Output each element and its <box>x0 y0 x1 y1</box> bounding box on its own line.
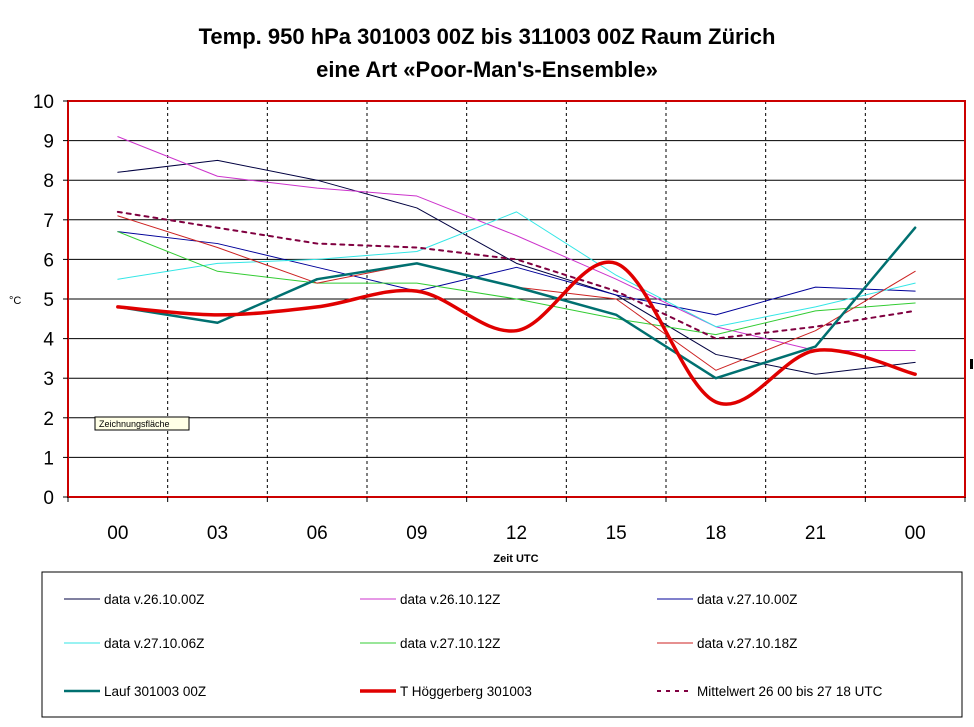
legend-label: T Höggerberg 301003 <box>400 684 532 699</box>
x-tick-label: 09 <box>406 523 427 544</box>
y-tick-label: 8 <box>43 171 54 192</box>
y-tick-label: 10 <box>33 92 54 113</box>
series-line-4[interactable] <box>117 231 916 336</box>
series-line-2[interactable] <box>117 231 916 316</box>
y-tick-label: 1 <box>43 448 54 469</box>
legend-box[interactable] <box>41 571 963 718</box>
y-tick-label: 7 <box>43 211 54 232</box>
x-tick-label: 12 <box>506 523 527 544</box>
x-tick-labels: 00 03 06 09 12 15 18 21 00 <box>67 497 966 544</box>
x-tick-label: 03 <box>207 523 228 544</box>
y-tick-label: 6 <box>43 250 54 271</box>
x-tick-label: 15 <box>606 523 627 544</box>
legend: data v.26.10.00Z data v.26.10.12Z data v.2… <box>64 592 883 699</box>
legend-label: data v.26.10.00Z <box>104 592 204 607</box>
plot-area-tooltip: Zeichnungsfläche <box>94 416 190 431</box>
y-axis-label: °C <box>9 295 21 307</box>
legend-label: data v.27.10.18Z <box>697 636 797 651</box>
series-line-3[interactable] <box>117 211 916 328</box>
series-line-1[interactable] <box>117 136 916 351</box>
legend-label: data v.27.10.06Z <box>104 636 204 651</box>
chart-title: Temp. 950 hPa 301003 00Z bis 311003 00Z … <box>199 24 776 49</box>
x-axis-label: Zeit UTC <box>493 553 538 565</box>
series-line-6[interactable] <box>116 226 917 380</box>
edge-marker <box>970 359 973 369</box>
x-tick-label: 18 <box>705 523 726 544</box>
y-tick-label: 5 <box>43 290 54 311</box>
y-tick-label: 3 <box>43 369 54 390</box>
plot-area-tooltip-text: Zeichnungsfläche <box>99 419 170 429</box>
y-tick-label: 2 <box>43 409 54 430</box>
series-line-7[interactable] <box>116 260 917 406</box>
chart-subtitle: eine Art «Poor-Man's-Ensemble» <box>316 57 658 82</box>
series-line-8[interactable] <box>116 210 917 340</box>
x-tick-label: 06 <box>307 523 328 544</box>
y-tick-labels: 0 1 2 3 4 5 6 7 8 9 10 <box>33 92 68 509</box>
series-layer <box>116 136 917 406</box>
y-tick-label: 4 <box>43 330 54 351</box>
y-tick-label: 9 <box>43 132 54 153</box>
y-tick-label: 0 <box>43 488 54 509</box>
legend-label: data v.27.10.00Z <box>697 592 797 607</box>
legend-label: data v.26.10.12Z <box>400 592 500 607</box>
x-tick-label: 00 <box>905 523 926 544</box>
legend-label: Lauf 301003 00Z <box>104 684 206 699</box>
legend-label: data v.27.10.12Z <box>400 636 500 651</box>
x-tick-label: 21 <box>805 523 826 544</box>
legend-label: Mittelwert 26 00 bis 27 18 UTC <box>697 684 883 699</box>
x-tick-label: 00 <box>107 523 128 544</box>
